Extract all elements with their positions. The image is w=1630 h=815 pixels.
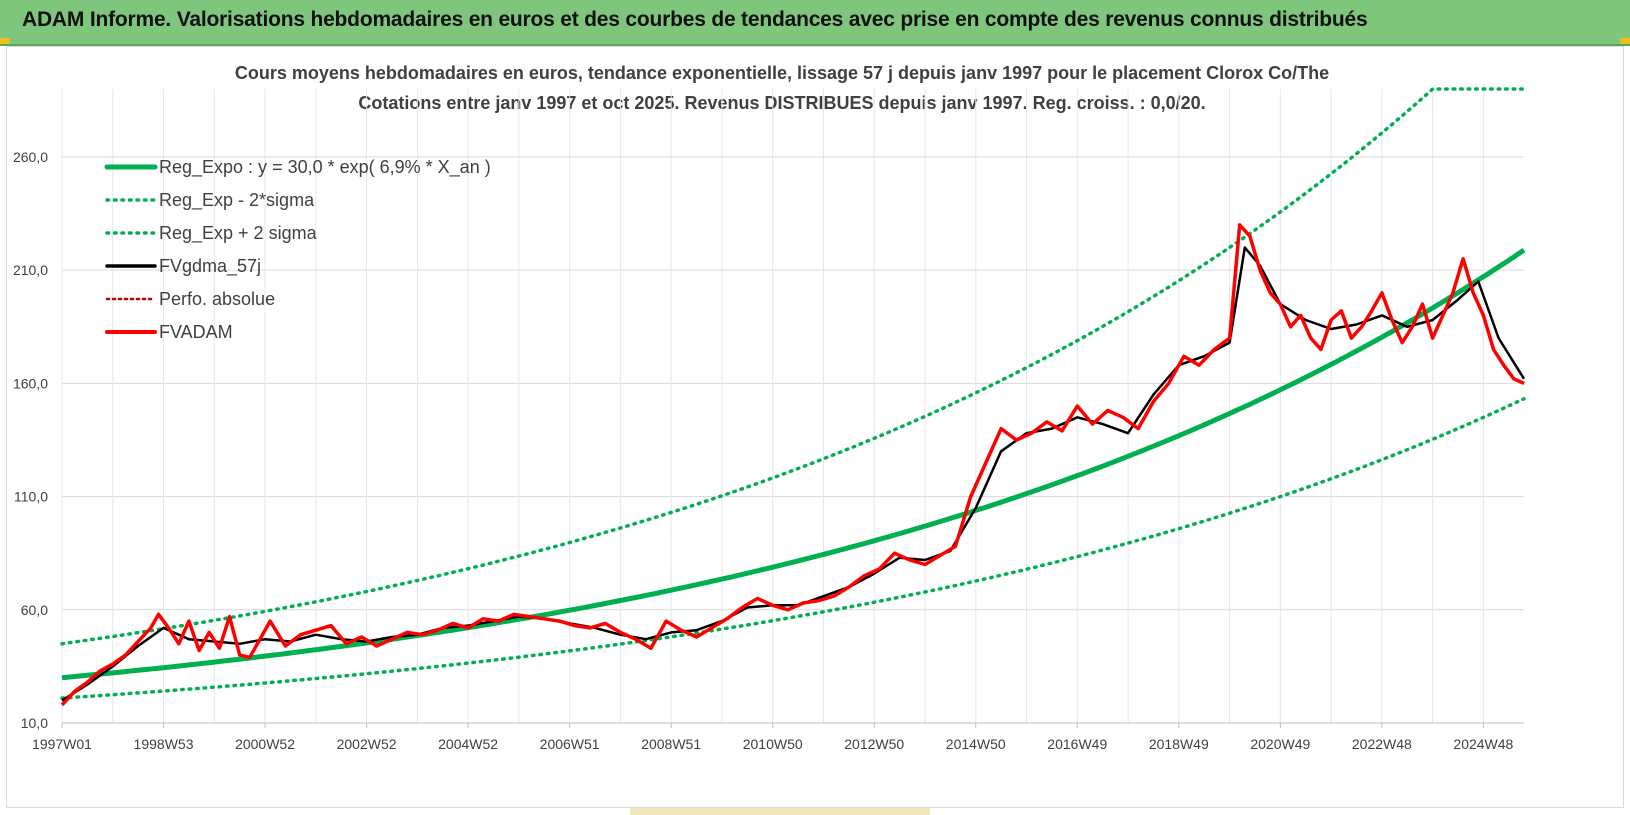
chart-area: Cours moyens hebdomadaires en euros, ten…	[6, 46, 1624, 808]
x-tick-label: 2006W51	[540, 736, 600, 752]
legend-label: Reg_Exp - 2*sigma	[159, 190, 315, 211]
y-tick-label: 110,0	[14, 489, 48, 505]
x-tick-label: 1998W53	[134, 736, 194, 752]
legend-label: FVgdma_57j	[159, 256, 261, 277]
x-tick-label: 2012W50	[844, 736, 904, 752]
series-group	[60, 87, 1526, 707]
legend-label: Perfo. absolue	[159, 289, 275, 309]
y-tick-label: 260,0	[13, 149, 48, 165]
trend-line	[61, 248, 1526, 681]
chart-svg: Cours moyens hebdomadaires en euros, ten…	[13, 63, 1526, 752]
x-tick-label: 2002W52	[337, 736, 397, 752]
chart-title: Cours moyens hebdomadaires en euros, ten…	[235, 63, 1329, 83]
x-tick-label: 2014W50	[946, 736, 1006, 752]
bottom-strip	[630, 808, 930, 815]
fvgdma-line	[61, 246, 1526, 702]
x-tick-label: 2016W49	[1047, 736, 1107, 752]
y-tick-label: 10,0	[21, 715, 48, 731]
y-axis: 10,0 60,0 110,0 160,0 210,0 260,0	[13, 149, 48, 731]
x-tick-label: 2020W49	[1250, 736, 1310, 752]
gridlines	[61, 89, 1524, 724]
fvadam-line	[60, 223, 1525, 707]
legend-label: FVADAM	[159, 322, 233, 342]
banner-corner-left	[0, 38, 10, 44]
x-tick-label: 2004W52	[438, 736, 498, 752]
report-banner: ADAM Informe. Valorisations hebdomadaire…	[0, 0, 1630, 46]
x-axis: 1997W01 1998W53 2000W52 2002W52 2004W52 2006W…	[32, 722, 1524, 752]
y-tick-label: 60,0	[21, 602, 48, 618]
x-tick-label: 2008W51	[641, 736, 701, 752]
y-tick-label: 210,0	[13, 262, 48, 278]
x-tick-label: 2010W50	[743, 736, 803, 752]
x-tick-label: 2024W48	[1453, 736, 1513, 752]
x-tick-label: 2022W48	[1352, 736, 1412, 752]
x-tick-label: 2018W49	[1149, 736, 1209, 752]
report-title: ADAM Informe. Valorisations hebdomadaire…	[22, 8, 1368, 31]
trend-upper-band	[60, 87, 1526, 646]
legend-label: Reg_Exp + 2 sigma	[159, 223, 318, 244]
chart-subtitle: Cotations entre janv 1997 et oct 2025. R…	[358, 93, 1205, 113]
trend-lower-band	[60, 397, 1526, 700]
y-tick-label: 160,0	[13, 375, 48, 391]
legend-label: Reg_Expo : y = 30,0 * exp( 6,9% * X_an )	[159, 157, 491, 178]
legend: Reg_Expo : y = 30,0 * exp( 6,9% * X_an )…	[104, 157, 491, 342]
x-tick-label: 1997W01	[32, 736, 92, 752]
banner-corner-right	[1620, 38, 1630, 44]
x-tick-label: 2000W52	[235, 736, 295, 752]
